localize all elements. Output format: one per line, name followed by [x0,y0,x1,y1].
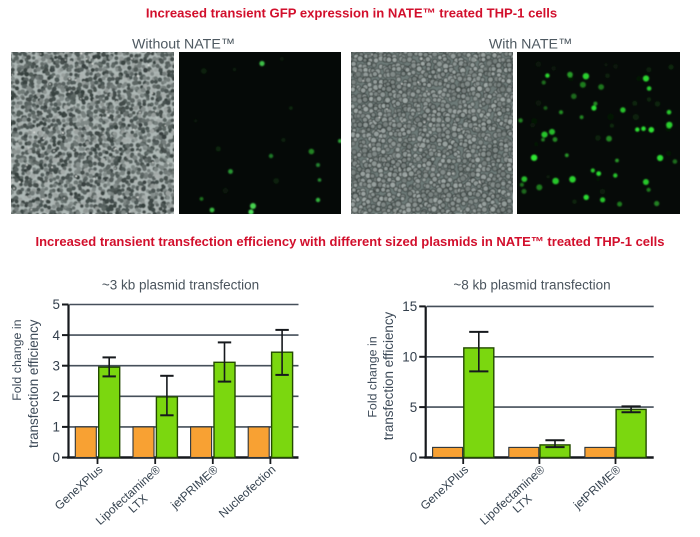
svg-text:jetPRIME®: jetPRIME® [570,462,624,512]
svg-text:Increased transient GFP expres: Increased transient GFP expression in NA… [146,5,557,20]
svg-text:~8 kb plasmid transfection: ~8 kb plasmid transfection [453,278,610,293]
svg-text:2: 2 [53,389,60,404]
svg-text:1: 1 [53,420,60,435]
svg-text:Fold change in: Fold change in [366,336,380,417]
svg-text:jetPRIME®: jetPRIME® [167,462,221,512]
svg-text:10: 10 [402,350,417,365]
svg-text:~3 kb plasmid transfection: ~3 kb plasmid transfection [102,278,259,293]
svg-text:GeneXPlus: GeneXPlus [417,462,471,512]
svg-text:With NATE™: With NATE™ [489,36,572,52]
svg-text:4: 4 [53,328,61,343]
svg-text:5: 5 [410,400,417,415]
svg-text:Lipofectamine®LTX: Lipofectamine®LTX [477,462,556,537]
svg-text:Without NATE™: Without NATE™ [132,36,235,52]
svg-text:Nucleofection: Nucleofection [216,462,278,520]
svg-text:0: 0 [410,450,417,465]
svg-text:0: 0 [53,450,60,465]
svg-text:transfection efficiency: transfection efficiency [381,311,396,440]
svg-text:GeneXPlus: GeneXPlus [52,462,106,512]
svg-text:5: 5 [53,297,60,312]
svg-text:Increased transient transfecti: Increased transient transfection efficie… [36,234,665,249]
svg-text:transfection efficiency: transfection efficiency [26,319,41,448]
svg-text:Fold change in: Fold change in [10,319,24,400]
svg-text:3: 3 [53,358,60,373]
svg-text:15: 15 [402,299,417,314]
